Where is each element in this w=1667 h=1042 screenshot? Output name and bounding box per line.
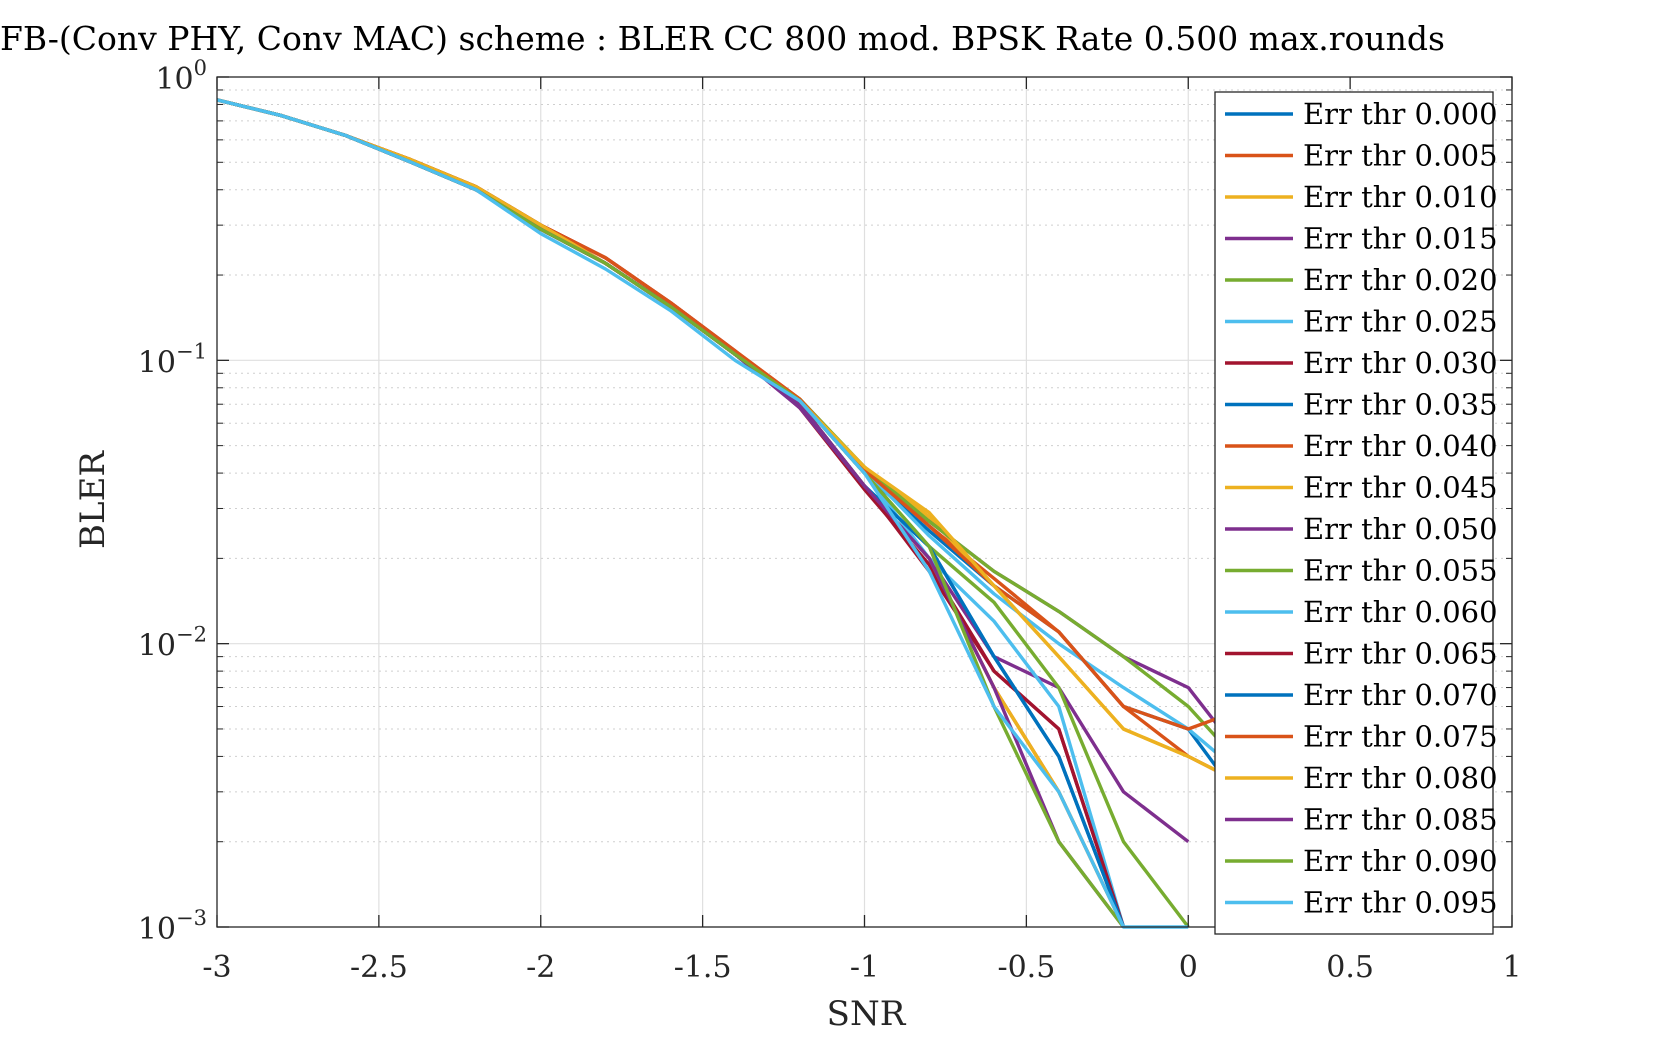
legend-entry: Err thr 0.045 (1225, 471, 1498, 505)
legend-label: Err thr 0.005 (1303, 139, 1498, 173)
legend-label: Err thr 0.095 (1303, 886, 1498, 920)
legend-entry: Err thr 0.035 (1225, 388, 1498, 422)
x-tick-label: 0.5 (1326, 950, 1374, 985)
axes (216, 76, 1513, 928)
legend-label: Err thr 0.080 (1303, 761, 1498, 795)
y-tick-label: 10−2 (138, 623, 207, 664)
chart-title: FB-(Conv PHY, Conv MAC) scheme : BLER CC… (0, 19, 1445, 58)
legend: Err thr 0.000 Err thr 0.005 Err thr 0.010 E… (1214, 91, 1498, 935)
y-tick-label: 10−1 (138, 339, 207, 380)
legend-entry: Err thr 0.080 (1225, 761, 1498, 795)
x-tick-label: -1 (850, 950, 879, 985)
legend-label: Err thr 0.010 (1303, 180, 1498, 214)
legend-label: Err thr 0.075 (1303, 720, 1498, 754)
legend-label: Err thr 0.020 (1303, 263, 1498, 297)
x-tick-label: -2.5 (350, 950, 408, 985)
legend-entry: Err thr 0.030 (1225, 346, 1498, 380)
legend-label: Err thr 0.040 (1303, 429, 1498, 463)
legend-label: Err thr 0.085 (1303, 803, 1498, 837)
legend-entry: Err thr 0.020 (1225, 263, 1498, 297)
legend-entry: Err thr 0.005 (1225, 139, 1498, 173)
x-tick-labels: -3 -2.5 -2 -1.5 -1 -0.5 0 0.5 1 (202, 950, 1521, 985)
y-tick-labels: 100 10−1 10−2 10−3 (138, 56, 207, 947)
legend-entry: Err thr 0.090 (1225, 844, 1498, 878)
x-tick-label: -1.5 (674, 950, 732, 985)
y-tick-label: 100 (155, 56, 207, 97)
x-tick-label: 0 (1179, 950, 1198, 985)
legend-entry: Err thr 0.015 (1225, 222, 1498, 256)
legend-entry: Err thr 0.000 (1225, 97, 1498, 131)
legend-entry: Err thr 0.055 (1225, 554, 1498, 588)
y-tick-label: 10−3 (138, 906, 207, 947)
x-tick-label: -2 (526, 950, 555, 985)
x-tick-label: -0.5 (997, 950, 1055, 985)
legend-label: Err thr 0.000 (1303, 97, 1498, 131)
legend-label: Err thr 0.045 (1303, 471, 1498, 505)
legend-label: Err thr 0.015 (1303, 222, 1498, 256)
legend-label: Err thr 0.025 (1303, 305, 1498, 339)
legend-label: Err thr 0.030 (1303, 346, 1498, 380)
legend-label: Err thr 0.055 (1303, 554, 1498, 588)
legend-entry: Err thr 0.060 (1225, 595, 1498, 629)
legend-label: Err thr 0.090 (1303, 844, 1498, 878)
legend-label: Err thr 0.060 (1303, 595, 1498, 629)
legend-entry: Err thr 0.010 (1225, 180, 1498, 214)
legend-label: Err thr 0.050 (1303, 512, 1498, 546)
legend-box (1214, 91, 1494, 935)
x-axis-label: SNR (827, 994, 907, 1034)
legend-entry: Err thr 0.040 (1225, 429, 1498, 463)
y-axis-label: BLER (73, 450, 113, 549)
series-line-20 (217, 98, 1189, 929)
legend-entry: Err thr 0.085 (1225, 803, 1498, 837)
legend-entry: Err thr 0.065 (1225, 637, 1498, 671)
legend-label: Err thr 0.070 (1303, 678, 1498, 712)
legend-label: Err thr 0.065 (1303, 637, 1498, 671)
legend-entry: Err thr 0.050 (1225, 512, 1498, 546)
legend-entry: Err thr 0.070 (1225, 678, 1498, 712)
legend-entry: Err thr 0.095 (1225, 886, 1498, 920)
legend-label: Err thr 0.035 (1303, 388, 1498, 422)
legend-entry: Err thr 0.075 (1225, 720, 1498, 754)
x-tick-label: 1 (1502, 950, 1521, 985)
legend-entry: Err thr 0.025 (1225, 305, 1498, 339)
x-tick-label: -3 (202, 950, 231, 985)
plot-lines (217, 98, 1222, 929)
